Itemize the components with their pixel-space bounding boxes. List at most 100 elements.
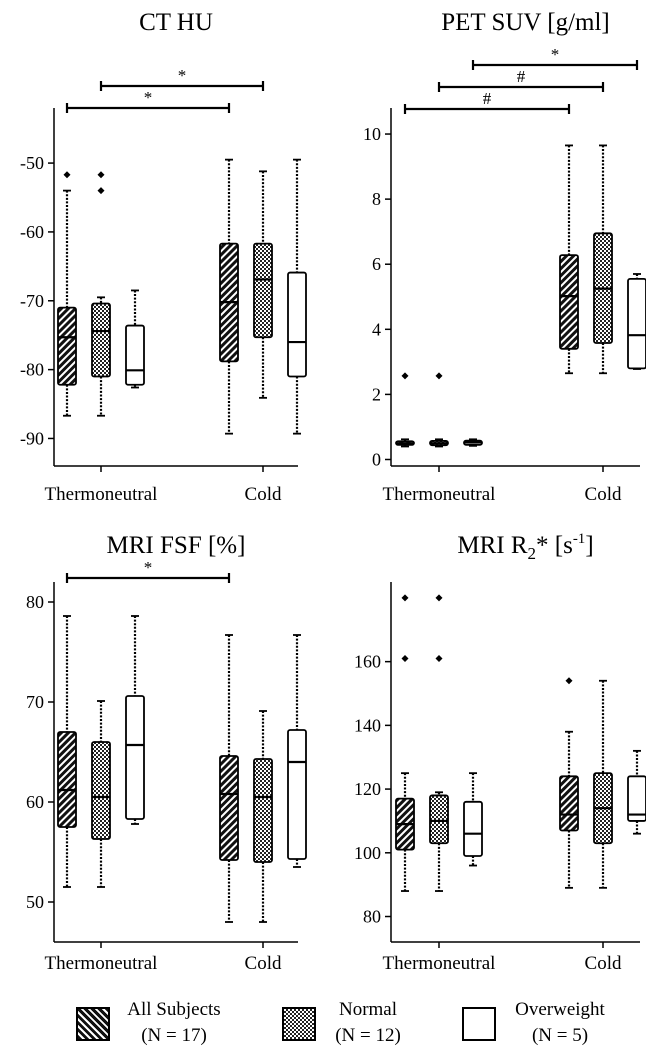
outlier-point xyxy=(401,372,409,380)
legend-label-normal: Normal xyxy=(338,999,398,1020)
title-part: * [s xyxy=(536,532,573,559)
box-normal-cold xyxy=(253,710,273,923)
legend-n-all-subjects: (N = 17) xyxy=(141,1025,207,1046)
outlier-point xyxy=(435,654,443,662)
significance-label: * xyxy=(144,558,153,577)
legend-text-all-subjects: All Subjects (N = 17) xyxy=(114,997,234,1049)
y-tick-label: -60 xyxy=(20,222,44,242)
box-iqr xyxy=(429,794,449,845)
title-subscript: 2 xyxy=(528,544,537,563)
box-iqr xyxy=(627,775,646,822)
y-tick-label: 100 xyxy=(354,843,381,863)
box-iqr xyxy=(287,271,307,378)
legend-text-overweight: Overweight (N = 5) xyxy=(500,997,620,1049)
legend-swatch-diagonal xyxy=(76,1007,110,1041)
box-iqr xyxy=(57,731,77,828)
box-iqr xyxy=(91,302,111,378)
y-tick-label: -90 xyxy=(20,428,44,448)
x-tick-label-thermoneutral: Thermoneutral xyxy=(383,484,496,505)
legend-n-normal: (N = 12) xyxy=(335,1025,401,1046)
outlier-point xyxy=(565,677,573,685)
y-tick-label: 8 xyxy=(372,189,381,209)
chart-panel-0: CT HU -50 -60 -70 -80 -90 Thermoneutral Cold * * xyxy=(20,9,307,505)
box-normal-thermoneutral xyxy=(91,171,111,417)
box-overweight-thermoneutral xyxy=(463,438,483,447)
box-all-subjects-cold xyxy=(219,158,239,435)
chart-title: PET SUV [g/ml] xyxy=(441,9,610,36)
box-all-subjects-cold xyxy=(559,677,579,889)
outlier-point xyxy=(401,654,409,662)
x-tick-label-thermoneutral: Thermoneutral xyxy=(383,953,496,974)
box-overweight-thermoneutral xyxy=(125,289,145,389)
box-overweight-thermoneutral xyxy=(463,772,483,867)
box-all-subjects-thermoneutral xyxy=(395,372,415,448)
outlier-point xyxy=(435,594,443,602)
y-tick-label: -50 xyxy=(20,153,44,173)
x-tick-label-thermoneutral: Thermoneutral xyxy=(45,484,158,505)
legend-text-normal: Normal (N = 12) xyxy=(318,997,418,1049)
x-tick-label-cold: Cold xyxy=(245,484,282,505)
significance-bracket: * xyxy=(471,45,639,70)
box-iqr xyxy=(287,729,307,860)
x-tick-label-cold: Cold xyxy=(585,953,622,974)
legend: All Subjects (N = 17) Normal (N = 12) Ov… xyxy=(0,995,646,1054)
y-tick-label: 60 xyxy=(26,792,44,812)
chart-title: MRI R2* [s-1] xyxy=(457,531,593,563)
x-tick-label-cold: Cold xyxy=(245,953,282,974)
box-iqr xyxy=(253,758,273,863)
significance-label: * xyxy=(144,88,153,107)
y-tick-label: 50 xyxy=(26,892,44,912)
chart-title: MRI FSF [%] xyxy=(107,532,246,559)
y-tick-label: 6 xyxy=(372,254,381,274)
box-iqr xyxy=(559,254,579,350)
y-tick-label: 160 xyxy=(354,652,381,672)
box-iqr xyxy=(627,277,646,370)
legend-swatch-checker xyxy=(282,1007,316,1041)
y-tick-label: -80 xyxy=(20,360,44,380)
outlier-point xyxy=(97,171,105,179)
y-tick-label: 80 xyxy=(363,907,381,927)
box-iqr xyxy=(219,755,239,861)
box-overweight-cold xyxy=(627,749,646,835)
legend-swatch-none xyxy=(462,1007,496,1041)
significance-bracket: * xyxy=(99,66,265,91)
significance-bracket: # xyxy=(437,67,605,92)
box-iqr xyxy=(125,324,145,386)
legend-label-overweight: Overweight xyxy=(515,999,605,1020)
box-normal-thermoneutral xyxy=(91,700,111,888)
x-tick-label-thermoneutral: Thermoneutral xyxy=(45,953,158,974)
significance-label: * xyxy=(551,45,560,64)
box-overweight-cold xyxy=(627,273,646,370)
box-iqr xyxy=(559,775,579,832)
y-tick-label: 80 xyxy=(26,592,44,612)
title-superscript: -1 xyxy=(573,531,586,547)
y-tick-label: 120 xyxy=(354,779,381,799)
significance-bracket: # xyxy=(403,89,571,114)
box-all-subjects-thermoneutral xyxy=(395,594,415,892)
box-normal-cold xyxy=(593,679,613,889)
significance-label: * xyxy=(178,66,187,85)
box-all-subjects-cold xyxy=(219,634,239,923)
legend-n-overweight: (N = 5) xyxy=(531,1025,589,1046)
chart-panel-3: MRI R2* [s-1] 160 140 120 100 80 Thermoneutral… xyxy=(354,531,646,974)
title-part: ] xyxy=(585,532,593,559)
chart-panel-2: MRI FSF [%] 80 70 60 50 Thermoneutral Cold * xyxy=(26,532,307,974)
box-normal-cold xyxy=(593,144,613,375)
box-all-subjects-thermoneutral xyxy=(57,171,77,417)
legend-label-all-subjects: All Subjects xyxy=(127,999,221,1020)
box-normal-cold xyxy=(253,170,273,399)
y-tick-label: 4 xyxy=(372,319,381,339)
box-overweight-cold xyxy=(287,634,307,868)
box-iqr xyxy=(91,741,111,840)
title-part: MRI R xyxy=(457,532,527,559)
box-overweight-thermoneutral xyxy=(125,615,145,825)
box-iqr xyxy=(463,800,483,857)
y-tick-label: 70 xyxy=(26,692,44,712)
outlier-point xyxy=(97,187,105,195)
box-all-subjects-thermoneutral xyxy=(57,615,77,888)
box-iqr xyxy=(125,695,145,820)
significance-bracket: * xyxy=(65,88,231,113)
y-tick-label: 0 xyxy=(372,449,381,469)
